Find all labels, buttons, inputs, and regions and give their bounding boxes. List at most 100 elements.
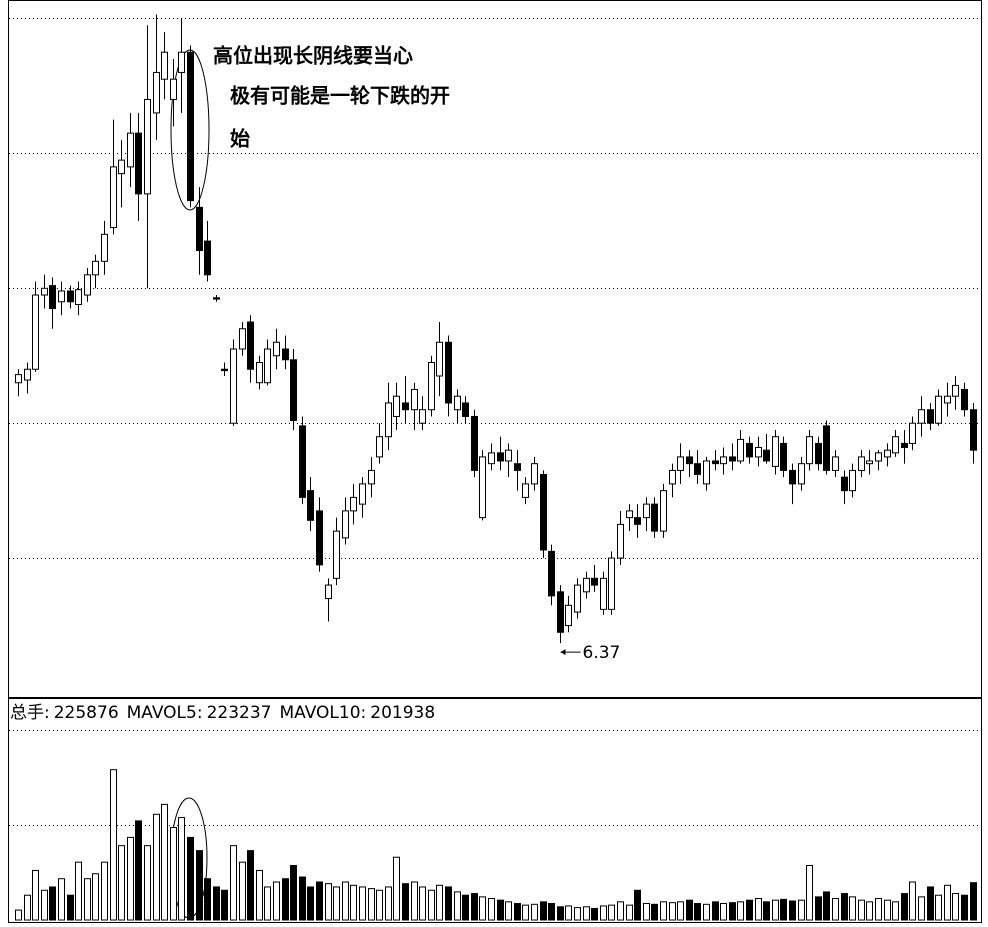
volume-bar	[67, 894, 74, 921]
volume-bar	[669, 902, 676, 921]
candle-body	[204, 240, 211, 276]
volume-bar	[213, 886, 220, 921]
candle-body	[471, 415, 478, 471]
candle-body	[479, 456, 486, 519]
candle-body	[651, 503, 658, 532]
volume-bar	[927, 886, 934, 921]
volume-bar	[84, 878, 91, 921]
volume-bar	[866, 901, 873, 921]
volume-header-value: 201938	[370, 703, 435, 723]
candle-body	[729, 456, 736, 462]
candle-body	[32, 294, 39, 370]
candle-body	[316, 510, 323, 566]
candle-body	[935, 395, 942, 424]
volume-bar	[849, 896, 856, 921]
candle-body	[15, 374, 22, 384]
candle-body	[892, 436, 899, 454]
volume-bar	[350, 884, 357, 921]
candle-body	[918, 409, 925, 424]
candle-body	[187, 51, 194, 202]
candle-body	[574, 584, 581, 613]
volume-bar	[780, 898, 787, 921]
candle-body	[307, 490, 314, 521]
volume-bar	[273, 881, 280, 921]
volume-bar	[454, 891, 461, 921]
volume-bar	[376, 889, 383, 921]
volume-bar	[204, 878, 211, 921]
candle-body	[239, 328, 246, 350]
volume-bar	[815, 896, 822, 921]
volume-bar	[118, 845, 125, 921]
candle-body	[789, 469, 796, 485]
volume-header-label: MAVOL10:	[279, 703, 366, 723]
volume-bar	[445, 886, 452, 921]
volume-bar	[92, 873, 99, 921]
volume-bar	[677, 901, 684, 921]
candle-body	[436, 341, 443, 377]
volume-bar	[411, 881, 418, 921]
candle-body	[548, 550, 555, 597]
candle-body	[144, 98, 151, 195]
candle-body	[350, 496, 357, 512]
volume-bar	[307, 886, 314, 921]
volume-bar	[970, 882, 977, 921]
candle-body	[428, 361, 435, 411]
volume-bar	[841, 893, 848, 921]
volume-header-value: 223237	[207, 703, 272, 723]
candle-body	[393, 395, 400, 417]
candle-body	[634, 517, 641, 525]
candle-body	[686, 456, 693, 465]
volume-bar	[884, 899, 891, 921]
candle-body	[617, 523, 624, 559]
volume-header-value: 225876	[54, 703, 119, 723]
candle-body	[230, 348, 237, 424]
candle-body	[901, 442, 908, 448]
low-label: 6.37	[583, 643, 621, 663]
volume-bar	[299, 876, 306, 921]
volume-bar	[41, 889, 48, 921]
volume-bar	[557, 906, 564, 921]
candle-body	[135, 132, 142, 195]
candle-body	[806, 436, 813, 465]
candle-body	[909, 422, 916, 444]
candle-body	[153, 71, 160, 114]
volume-bar	[626, 904, 633, 921]
volume-bar	[600, 905, 607, 921]
candle-body	[952, 384, 959, 397]
candle-body	[290, 359, 297, 421]
volume-header-label: 总手:	[10, 703, 50, 723]
candle-body	[178, 51, 185, 73]
volume-bar	[32, 869, 39, 921]
candle-body	[712, 460, 719, 465]
candle-body	[600, 577, 607, 610]
volume-bar	[282, 878, 289, 921]
candle-body	[325, 584, 332, 600]
volume-bar	[651, 903, 658, 921]
volume-bar	[393, 856, 400, 921]
volume-bar	[488, 898, 495, 921]
candle-body	[333, 530, 340, 579]
frame	[8, 0, 982, 923]
volume-bar	[583, 906, 590, 921]
candle-body	[841, 476, 848, 492]
volume-bar	[256, 869, 263, 921]
volume-bar	[505, 901, 512, 921]
candle-body	[402, 402, 409, 411]
volume-bar	[789, 900, 796, 921]
candle-body	[256, 361, 263, 384]
volume-header-label: MAVOL5:	[127, 703, 203, 723]
volume-bar	[101, 861, 108, 921]
volume-bar	[806, 864, 813, 921]
candle-body	[643, 503, 650, 519]
candle-body	[522, 483, 529, 498]
volume-bar	[479, 896, 486, 921]
candle-body	[92, 260, 99, 276]
volume-bar	[325, 883, 332, 921]
volume-bar	[514, 902, 521, 921]
candle-body	[961, 388, 968, 411]
candle-body	[49, 285, 56, 310]
candle-body	[419, 409, 426, 424]
candle-body	[608, 557, 615, 610]
volume-bar	[462, 894, 469, 921]
candle-body	[703, 460, 710, 485]
